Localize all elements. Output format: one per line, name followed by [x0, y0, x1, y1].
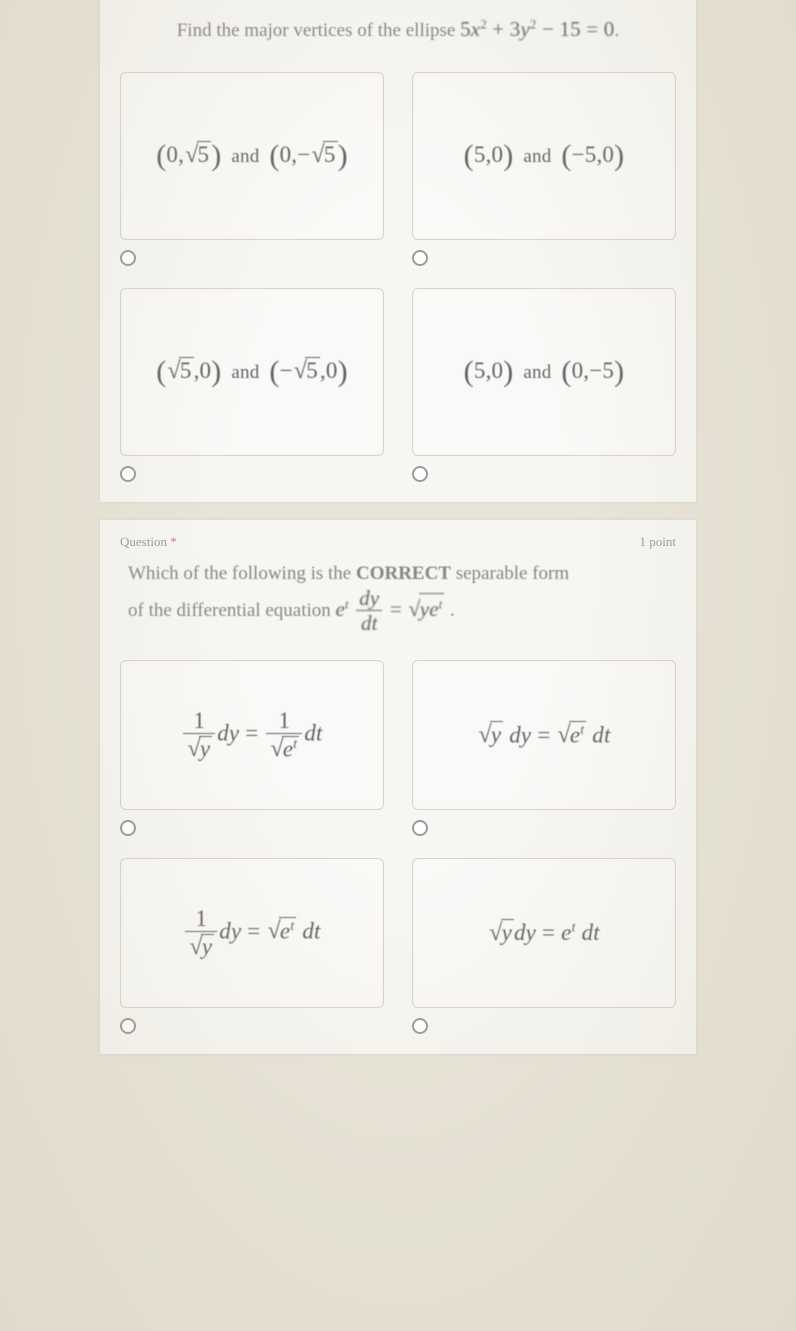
q2-option-b-radio-row[interactable] [412, 820, 676, 836]
radio-icon[interactable] [120, 250, 136, 266]
q2-option-a[interactable]: 1ydy = 1etdt [120, 660, 384, 836]
q1-option-b-box: (5,0) and (−5,0) [412, 72, 676, 240]
question-card-1: Find the major vertices of the ellipse 5… [100, 0, 696, 502]
radio-icon[interactable] [120, 466, 136, 482]
q2-option-a-box: 1ydy = 1etdt [120, 660, 384, 810]
q1-options-grid: (0,5) and (0,−5) (5,0) and (−5,0) [120, 72, 676, 482]
q2-prompt-suffix: . [450, 600, 455, 621]
q2-prompt-line1b: separable form [451, 563, 569, 584]
q2-prompt-equation: et dydt = yet [336, 597, 450, 621]
question-card-2: Question * 1 point Which of the followin… [100, 520, 696, 1055]
q2-option-c-radio-row[interactable] [120, 1018, 384, 1034]
q1-option-c-radio-row[interactable] [120, 466, 384, 482]
q1-option-c-box: (5,0) and (−5,0) [120, 288, 384, 456]
radio-icon[interactable] [412, 466, 428, 482]
q2-option-b-math: y dy = et dt [477, 721, 610, 749]
q1-prompt-equation: 5x2 + 3y2 − 15 = 0 [460, 17, 614, 41]
q2-header-points: 1 point [640, 534, 676, 550]
q1-option-d-box: (5,0) and (0,−5) [412, 288, 676, 456]
radio-icon[interactable] [412, 820, 428, 836]
q1-prompt-suffix: . [615, 20, 620, 41]
q2-option-a-radio-row[interactable] [120, 820, 384, 836]
q2-option-c-math: 1ydy = et dt [183, 907, 320, 959]
q2-option-d-radio-row[interactable] [412, 1018, 676, 1034]
q1-option-b-math: (5,0) and (−5,0) [464, 139, 625, 173]
q2-option-c[interactable]: 1ydy = et dt [120, 858, 384, 1034]
q1-option-a-math: (0,5) and (0,−5) [156, 139, 348, 173]
q2-header: Question * 1 point [120, 534, 676, 550]
q1-option-a-radio-row[interactable] [120, 250, 384, 266]
q1-prompt-prefix: Find the major vertices of the ellipse [177, 20, 460, 41]
q1-option-c[interactable]: (5,0) and (−5,0) [120, 288, 384, 482]
radio-icon[interactable] [412, 1018, 428, 1034]
q2-options-grid: 1ydy = 1etdt y dy = et dt [120, 660, 676, 1034]
q2-prompt: Which of the following is the CORRECT se… [120, 560, 676, 635]
q2-option-b-box: y dy = et dt [412, 660, 676, 810]
q2-header-label: Question * [120, 534, 177, 550]
radio-icon[interactable] [120, 1018, 136, 1034]
q1-option-d[interactable]: (5,0) and (0,−5) [412, 288, 676, 482]
q2-option-c-box: 1ydy = et dt [120, 858, 384, 1008]
q2-prompt-bold: CORRECT [356, 563, 451, 584]
q2-option-b[interactable]: y dy = et dt [412, 660, 676, 836]
q2-option-a-math: 1ydy = 1etdt [181, 709, 322, 761]
q2-option-d-math: ydy = et dt [488, 919, 600, 947]
q1-option-d-radio-row[interactable] [412, 466, 676, 482]
q2-option-d[interactable]: ydy = et dt [412, 858, 676, 1034]
radio-icon[interactable] [412, 250, 428, 266]
q1-option-d-math: (5,0) and (0,−5) [464, 355, 625, 389]
radio-icon[interactable] [120, 820, 136, 836]
q2-prompt-line2a: of the differential equation [128, 600, 336, 621]
q1-option-a-box: (0,5) and (0,−5) [120, 72, 384, 240]
q1-option-a[interactable]: (0,5) and (0,−5) [120, 72, 384, 266]
q1-option-c-math: (5,0) and (−5,0) [156, 355, 348, 389]
q1-option-b-radio-row[interactable] [412, 250, 676, 266]
q2-prompt-line1a: Which of the following is the [128, 563, 356, 584]
q1-option-b[interactable]: (5,0) and (−5,0) [412, 72, 676, 266]
q1-prompt: Find the major vertices of the ellipse 5… [120, 14, 676, 46]
q2-option-d-box: ydy = et dt [412, 858, 676, 1008]
